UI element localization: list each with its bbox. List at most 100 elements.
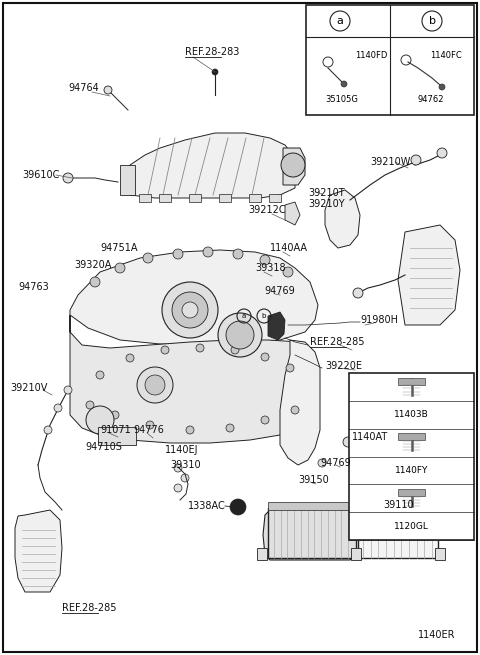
Circle shape xyxy=(44,426,52,434)
Bar xyxy=(189,194,201,202)
Polygon shape xyxy=(283,148,305,185)
Circle shape xyxy=(281,153,305,177)
Bar xyxy=(98,427,136,445)
Text: 1140FC: 1140FC xyxy=(430,50,462,60)
Circle shape xyxy=(111,411,119,419)
Bar xyxy=(269,194,281,202)
Circle shape xyxy=(353,288,363,298)
Circle shape xyxy=(226,321,254,349)
Circle shape xyxy=(341,81,347,87)
Polygon shape xyxy=(325,190,360,248)
Polygon shape xyxy=(268,312,285,340)
Circle shape xyxy=(230,499,246,515)
Text: 39210T: 39210T xyxy=(308,188,345,198)
Text: 94769: 94769 xyxy=(320,458,351,468)
Text: 94710S: 94710S xyxy=(85,442,122,452)
Text: 39212C: 39212C xyxy=(248,205,286,215)
Text: 1140FY: 1140FY xyxy=(395,466,428,475)
Circle shape xyxy=(145,375,165,395)
Text: a: a xyxy=(242,313,246,319)
Bar xyxy=(398,489,425,496)
Text: REF.28-285: REF.28-285 xyxy=(310,337,364,347)
Circle shape xyxy=(291,406,299,414)
Circle shape xyxy=(343,437,353,447)
Text: 39150: 39150 xyxy=(298,475,329,485)
Circle shape xyxy=(146,421,154,429)
Circle shape xyxy=(283,267,293,277)
Text: 1140EJ: 1140EJ xyxy=(165,445,199,455)
Circle shape xyxy=(439,84,445,90)
Circle shape xyxy=(231,346,239,354)
Circle shape xyxy=(226,424,234,432)
Circle shape xyxy=(437,148,447,158)
Bar xyxy=(268,502,356,510)
Bar xyxy=(358,508,438,558)
Bar xyxy=(257,548,267,560)
Text: b: b xyxy=(429,16,435,26)
Text: 1120GL: 1120GL xyxy=(394,521,429,531)
Text: 94776: 94776 xyxy=(133,425,164,435)
Circle shape xyxy=(286,364,294,372)
Text: 94769: 94769 xyxy=(264,286,295,296)
Circle shape xyxy=(172,292,208,328)
Circle shape xyxy=(126,354,134,362)
Circle shape xyxy=(182,302,198,318)
Text: 1140AA: 1140AA xyxy=(270,243,308,253)
Polygon shape xyxy=(15,510,62,592)
Circle shape xyxy=(161,346,169,354)
Circle shape xyxy=(186,426,194,434)
Text: 39210Y: 39210Y xyxy=(308,199,345,209)
Text: a: a xyxy=(336,16,343,26)
Text: 39110: 39110 xyxy=(383,500,414,510)
Circle shape xyxy=(261,353,269,361)
Circle shape xyxy=(181,474,189,482)
Text: b: b xyxy=(262,313,266,319)
Bar xyxy=(219,194,231,202)
Text: 91071: 91071 xyxy=(100,425,131,435)
Bar xyxy=(349,373,474,540)
Bar xyxy=(435,548,445,560)
Circle shape xyxy=(261,416,269,424)
Bar xyxy=(249,194,261,202)
Bar xyxy=(159,194,171,202)
Text: 1140FD: 1140FD xyxy=(355,50,387,60)
Circle shape xyxy=(196,344,204,352)
Circle shape xyxy=(86,401,94,409)
Text: 94764: 94764 xyxy=(68,83,99,93)
Text: REF.28-283: REF.28-283 xyxy=(185,47,240,57)
Circle shape xyxy=(162,282,218,338)
Circle shape xyxy=(173,249,183,259)
Text: REF.28-285: REF.28-285 xyxy=(62,603,117,613)
Circle shape xyxy=(96,371,104,379)
Circle shape xyxy=(64,386,72,394)
Bar xyxy=(398,378,425,384)
Circle shape xyxy=(115,263,125,273)
Circle shape xyxy=(260,255,270,265)
Circle shape xyxy=(143,253,153,263)
Polygon shape xyxy=(263,510,356,560)
Text: 94763: 94763 xyxy=(18,282,49,292)
Polygon shape xyxy=(285,202,300,225)
Circle shape xyxy=(54,404,62,412)
Bar xyxy=(306,5,474,115)
Bar xyxy=(139,194,151,202)
Text: 39210V: 39210V xyxy=(10,383,48,393)
Polygon shape xyxy=(70,315,318,443)
Text: 1140AT: 1140AT xyxy=(352,432,388,442)
Polygon shape xyxy=(120,165,135,195)
Text: 39220E: 39220E xyxy=(325,361,362,371)
Text: 39320A: 39320A xyxy=(74,260,111,270)
Circle shape xyxy=(218,313,262,357)
Text: 39318: 39318 xyxy=(255,263,286,273)
Circle shape xyxy=(203,247,213,257)
Circle shape xyxy=(104,86,112,94)
Text: 11403B: 11403B xyxy=(394,410,429,419)
Polygon shape xyxy=(398,225,460,325)
Bar xyxy=(398,434,425,440)
Text: 94762: 94762 xyxy=(418,96,444,105)
Polygon shape xyxy=(280,340,320,465)
Circle shape xyxy=(63,173,73,183)
Text: 35105G: 35105G xyxy=(325,96,358,105)
Polygon shape xyxy=(70,250,318,345)
Circle shape xyxy=(233,249,243,259)
